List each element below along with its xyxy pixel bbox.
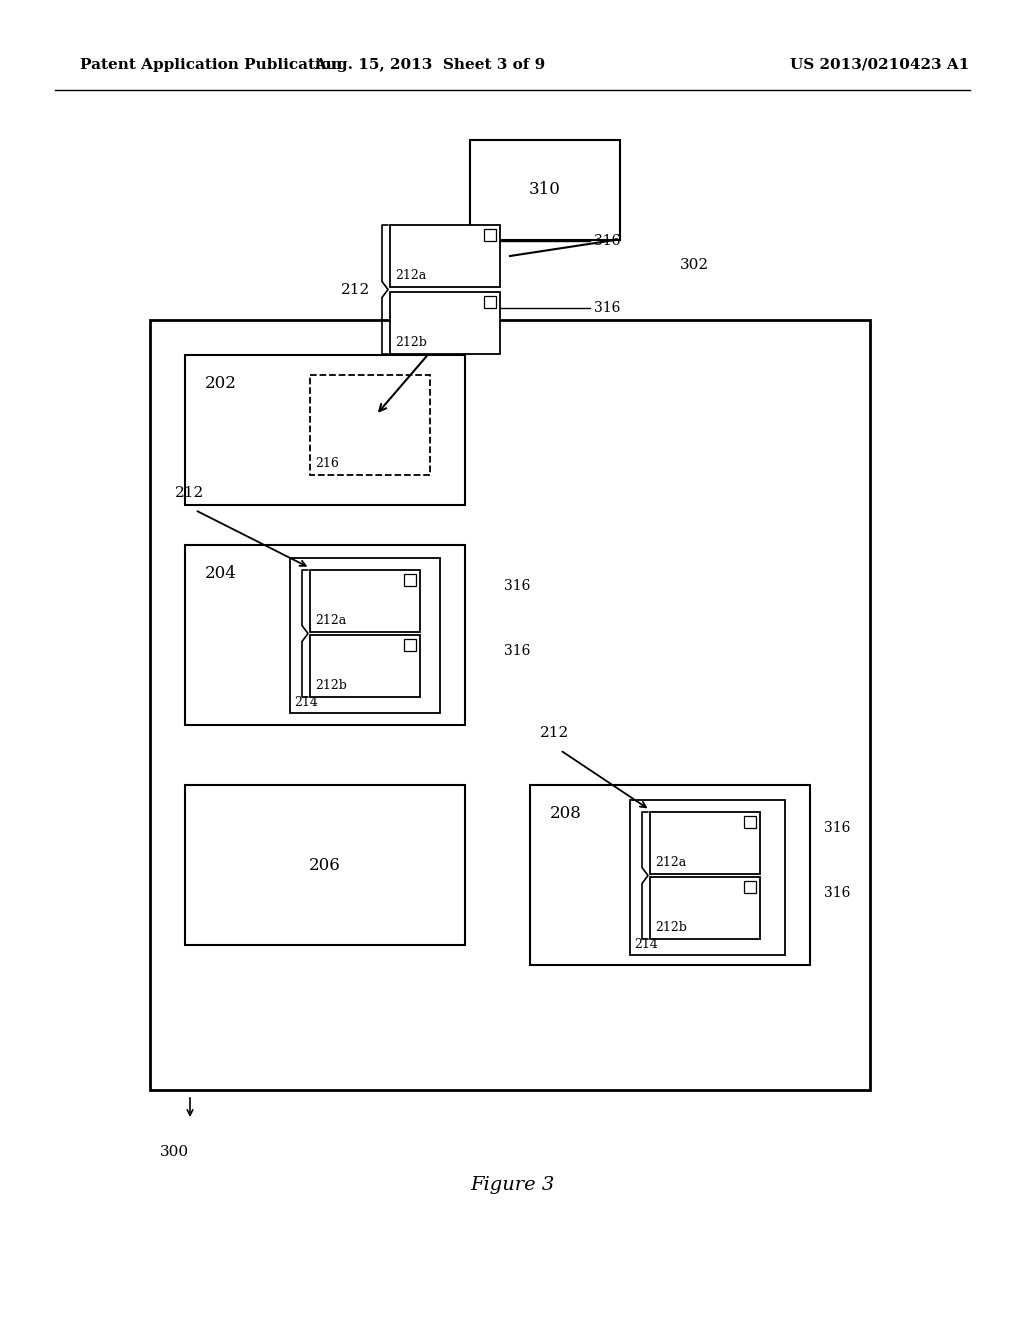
Text: 214: 214 <box>634 939 657 950</box>
Text: 302: 302 <box>680 257 710 272</box>
Text: 212b: 212b <box>315 678 347 692</box>
Text: 212a: 212a <box>315 614 346 627</box>
Text: 316: 316 <box>504 579 530 593</box>
Bar <box>530 785 810 965</box>
Text: Patent Application Publication: Patent Application Publication <box>80 58 342 73</box>
Bar <box>744 880 756 894</box>
Text: 212a: 212a <box>395 269 426 282</box>
Bar <box>185 785 465 945</box>
Text: 212: 212 <box>341 282 370 297</box>
Bar <box>484 296 496 308</box>
Bar <box>310 570 420 632</box>
Text: 316: 316 <box>594 234 621 248</box>
Bar <box>290 558 440 713</box>
Bar <box>744 816 756 828</box>
Text: Aug. 15, 2013  Sheet 3 of 9: Aug. 15, 2013 Sheet 3 of 9 <box>314 58 546 73</box>
Bar <box>484 228 496 242</box>
Bar <box>150 319 870 1090</box>
Bar <box>470 140 620 240</box>
Bar <box>650 812 760 874</box>
Text: Figure 3: Figure 3 <box>470 1176 554 1195</box>
Text: 316: 316 <box>504 644 530 657</box>
Text: 316: 316 <box>824 821 850 836</box>
Text: 212: 212 <box>540 726 569 741</box>
Text: 300: 300 <box>160 1144 189 1159</box>
Text: 202: 202 <box>205 375 237 392</box>
Bar <box>310 635 420 697</box>
Bar <box>404 574 416 586</box>
Text: 216: 216 <box>315 457 339 470</box>
Bar <box>650 876 760 939</box>
Text: 212b: 212b <box>655 921 687 935</box>
Bar <box>185 545 465 725</box>
Text: 214: 214 <box>294 696 317 709</box>
Text: 204: 204 <box>205 565 237 582</box>
Text: 316: 316 <box>594 301 621 315</box>
Text: 212b: 212b <box>395 337 427 348</box>
Bar <box>310 375 430 475</box>
Text: 208: 208 <box>550 805 582 822</box>
Text: 212a: 212a <box>655 855 686 869</box>
Bar <box>630 800 785 954</box>
Text: 212: 212 <box>175 486 204 500</box>
Bar <box>185 355 465 506</box>
Text: 206: 206 <box>309 857 341 874</box>
Text: 316: 316 <box>824 886 850 900</box>
Text: 310: 310 <box>529 181 561 198</box>
Bar <box>390 224 500 286</box>
Bar <box>390 292 500 354</box>
Bar <box>404 639 416 651</box>
Text: US 2013/0210423 A1: US 2013/0210423 A1 <box>791 58 970 73</box>
